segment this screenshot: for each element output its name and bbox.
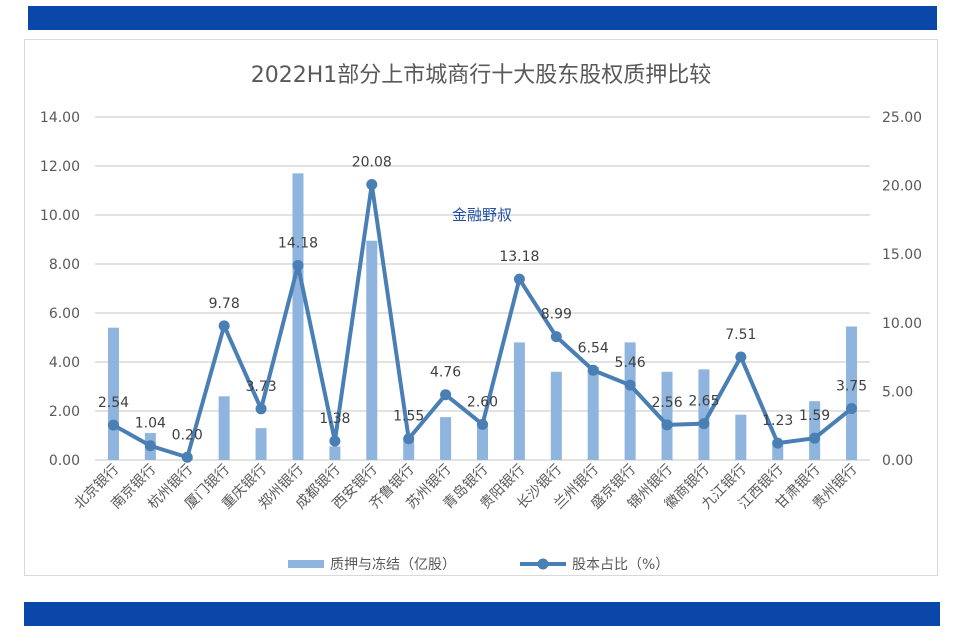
bar bbox=[550, 371, 562, 460]
left-tick-label: 12.00 bbox=[40, 159, 80, 175]
line-point bbox=[218, 320, 230, 332]
line-point bbox=[661, 419, 673, 431]
data-label: 9.78 bbox=[209, 296, 240, 312]
bottom-band bbox=[24, 602, 940, 626]
data-label: 13.18 bbox=[499, 249, 539, 265]
watermark: 金融野叔 bbox=[452, 206, 512, 224]
data-label: 20.08 bbox=[352, 155, 392, 171]
data-label: 1.59 bbox=[799, 408, 830, 424]
bar bbox=[403, 440, 415, 460]
data-label: 1.23 bbox=[762, 413, 793, 429]
chart-title: 2022H1部分上市城商行十大股东股权质押比较 bbox=[251, 63, 712, 88]
data-label: 1.38 bbox=[319, 411, 350, 427]
data-label: 4.76 bbox=[430, 365, 461, 381]
line-point bbox=[181, 451, 193, 463]
line-point bbox=[329, 435, 341, 447]
right-tick-label: 5.00 bbox=[882, 384, 913, 400]
data-label: 14.18 bbox=[278, 235, 318, 251]
bar bbox=[218, 396, 230, 460]
data-label: 5.46 bbox=[615, 355, 646, 371]
left-tick-label: 2.00 bbox=[49, 404, 80, 420]
right-tick-label: 25.00 bbox=[882, 110, 922, 126]
bar bbox=[624, 342, 636, 460]
left-tick-label: 14.00 bbox=[40, 110, 80, 126]
right-tick-label: 10.00 bbox=[882, 316, 922, 332]
line-point bbox=[587, 364, 599, 376]
line-point bbox=[513, 273, 525, 285]
right-tick-label: 0.00 bbox=[882, 453, 913, 469]
left-tick-label: 8.00 bbox=[49, 257, 80, 273]
data-label: 7.51 bbox=[725, 327, 756, 343]
line-point bbox=[403, 433, 415, 445]
top-band bbox=[28, 6, 937, 30]
bar bbox=[513, 342, 525, 460]
right-tick-label: 15.00 bbox=[882, 247, 922, 263]
bar bbox=[587, 366, 599, 460]
line-point bbox=[144, 440, 156, 452]
data-label: 1.04 bbox=[135, 416, 166, 432]
line-point bbox=[366, 179, 378, 191]
data-label: 3.73 bbox=[245, 379, 276, 395]
bar bbox=[292, 173, 304, 460]
line-point bbox=[255, 403, 267, 415]
bar bbox=[366, 240, 378, 460]
line-point bbox=[846, 403, 858, 415]
data-label: 2.54 bbox=[98, 395, 129, 411]
bar bbox=[735, 414, 747, 460]
legend-bar-swatch bbox=[288, 560, 324, 568]
data-label: 0.20 bbox=[172, 427, 203, 443]
chart-frame bbox=[24, 39, 938, 576]
legend-line-marker bbox=[537, 558, 549, 570]
line-point bbox=[440, 389, 452, 401]
left-tick-label: 6.00 bbox=[49, 306, 80, 322]
bar bbox=[698, 369, 710, 460]
bar bbox=[477, 423, 488, 460]
bar bbox=[846, 326, 858, 460]
bar bbox=[809, 401, 821, 460]
left-tick-label: 0.00 bbox=[49, 453, 80, 469]
line-point bbox=[772, 437, 784, 449]
data-label: 1.55 bbox=[393, 409, 424, 425]
legend-bar-label: 质押与冻结（亿股） bbox=[330, 556, 456, 573]
left-tick-label: 4.00 bbox=[49, 355, 80, 371]
line-point bbox=[292, 259, 304, 271]
line-point bbox=[624, 379, 636, 391]
data-label: 3.75 bbox=[836, 379, 867, 395]
bar bbox=[772, 440, 784, 460]
line-point bbox=[698, 418, 710, 430]
data-label: 2.56 bbox=[651, 395, 682, 411]
bar bbox=[255, 428, 267, 460]
line-point bbox=[550, 331, 562, 343]
line-point bbox=[735, 351, 747, 363]
line-point bbox=[477, 418, 488, 430]
bar bbox=[107, 327, 119, 460]
line-point bbox=[107, 419, 119, 431]
bar bbox=[329, 446, 341, 460]
data-label: 2.65 bbox=[688, 394, 719, 410]
data-label: 6.54 bbox=[578, 340, 609, 356]
bar bbox=[440, 417, 452, 460]
left-tick-label: 10.00 bbox=[40, 208, 80, 224]
data-label: 2.60 bbox=[467, 394, 498, 410]
bar bbox=[661, 371, 673, 460]
line-point bbox=[809, 432, 821, 444]
right-tick-label: 20.00 bbox=[882, 179, 922, 195]
data-label: 8.99 bbox=[541, 307, 572, 323]
legend-line-label: 股本占比（%） bbox=[572, 557, 669, 573]
